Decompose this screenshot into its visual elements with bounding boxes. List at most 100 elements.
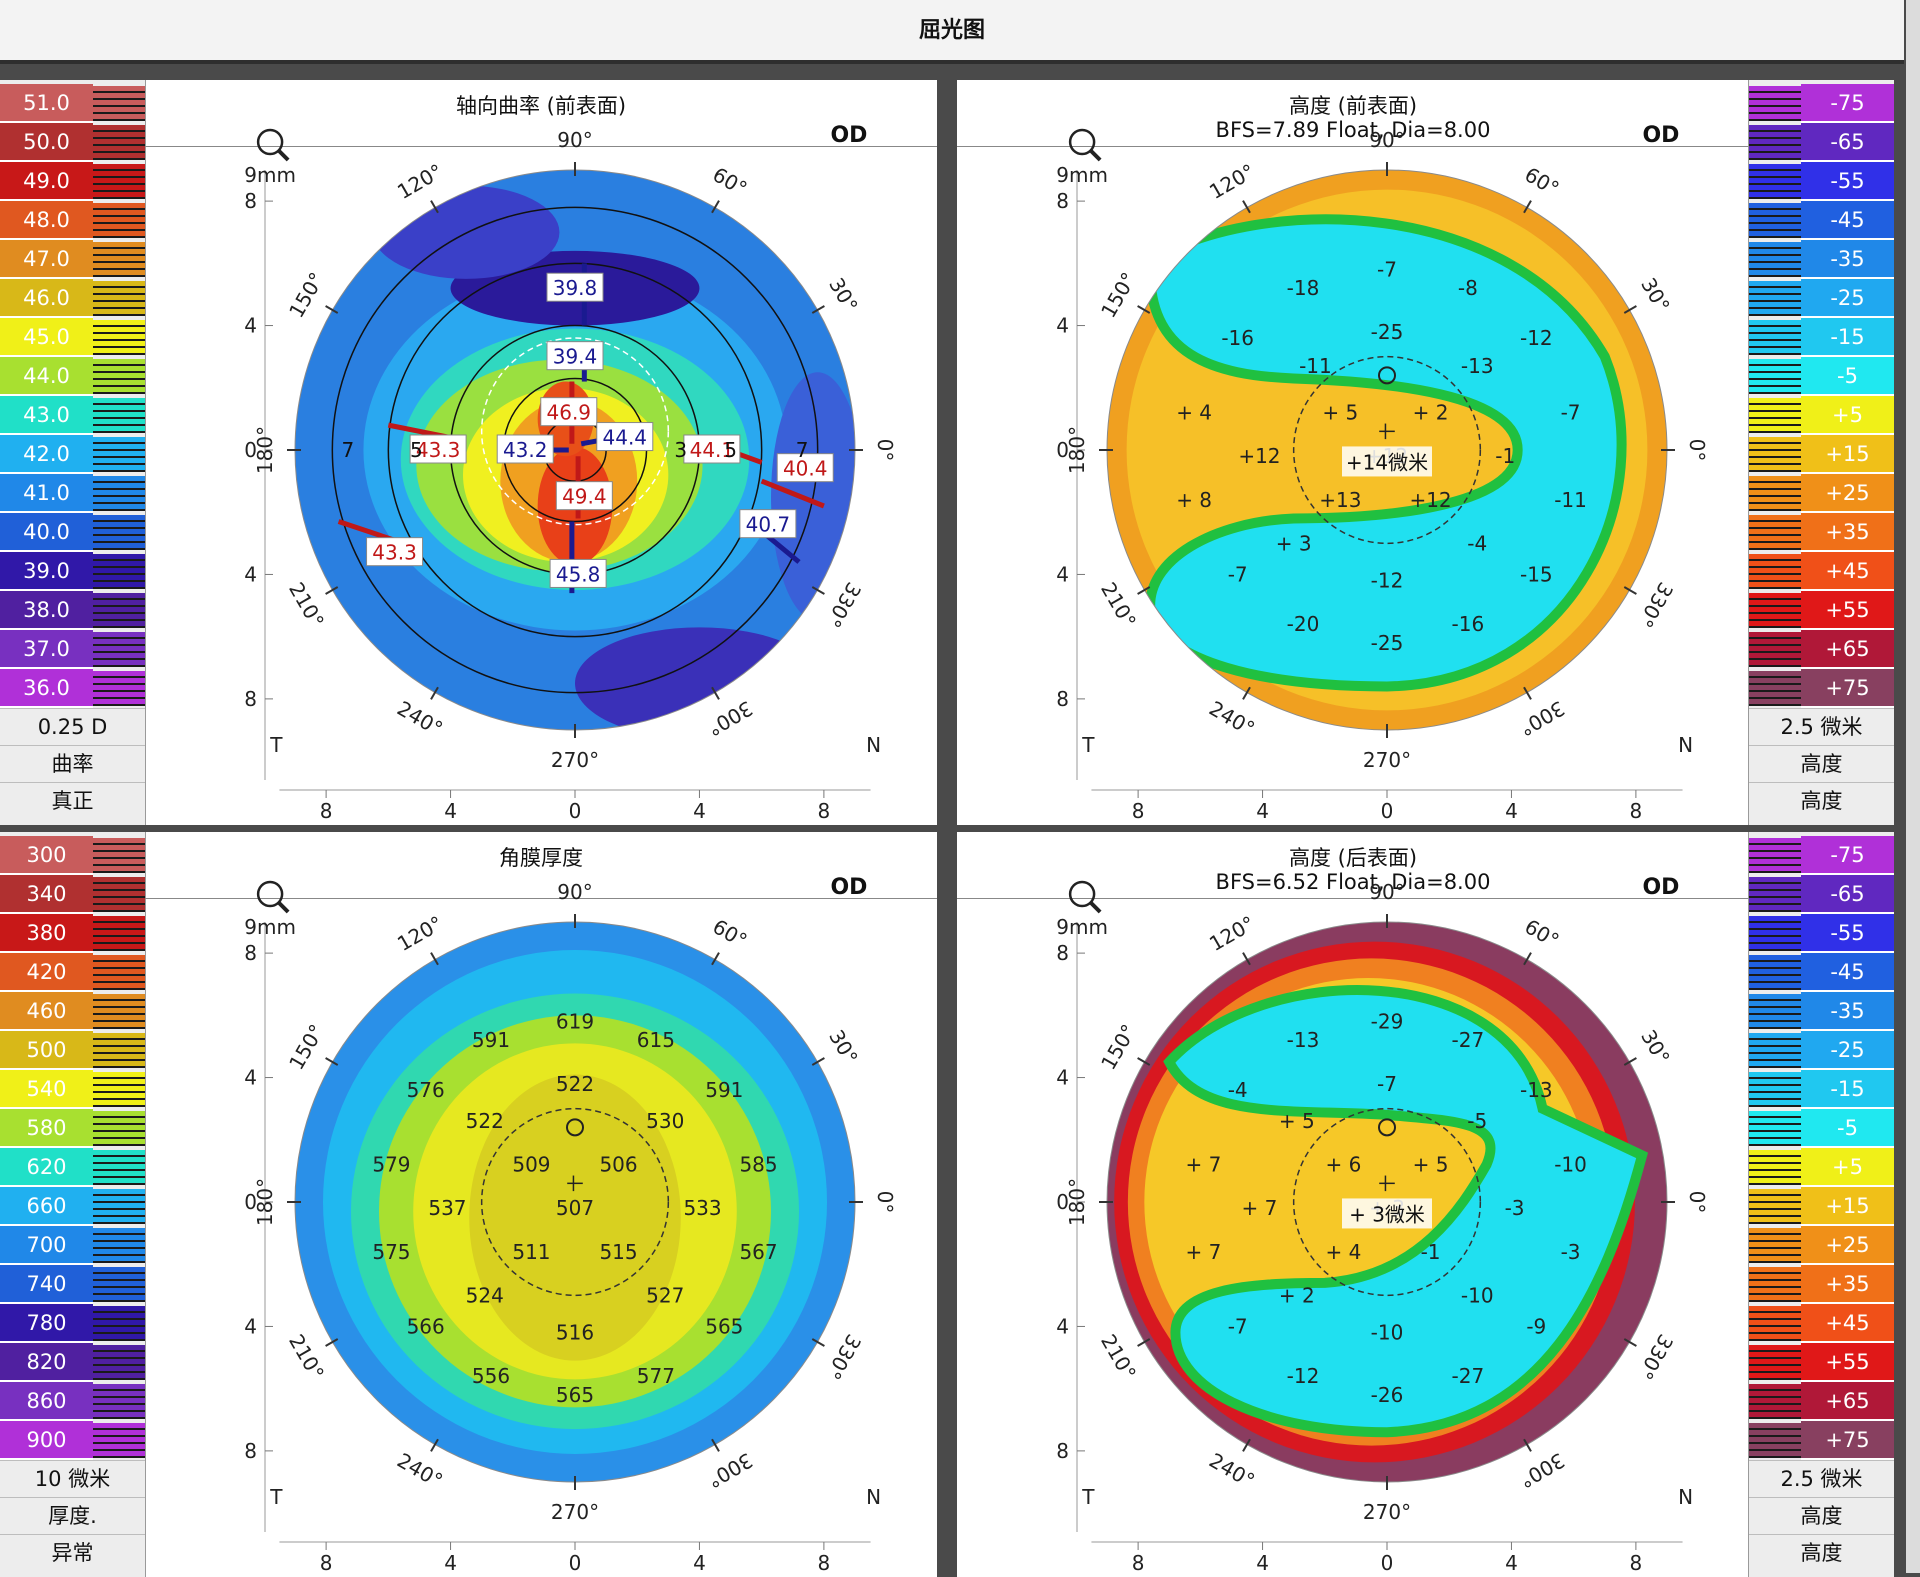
scale-entry[interactable]: 37.0 [0, 630, 145, 669]
posterior-elevation-map[interactable]: 8 4 0 4 8 8 4 0 4 8 90° 60° 30° 0° 330° 300° 270° 240° 210… [957, 832, 1749, 1577]
scale-entry[interactable]: +75 [1749, 669, 1894, 708]
map-value-label: 576 [407, 1078, 445, 1102]
scale-entry[interactable]: -25 [1749, 1031, 1894, 1070]
scale-entry[interactable]: 580 [0, 1109, 145, 1148]
scale-entry[interactable]: 660 [0, 1187, 145, 1226]
scale-entry[interactable]: 42.0 [0, 435, 145, 474]
scale-entry[interactable]: -25 [1749, 279, 1894, 318]
thickness-map[interactable]: 8 4 0 4 8 8 4 0 4 8 90° 60° 30° 0° 330° 300° 270° 240° 210… [145, 832, 937, 1577]
scale-entry[interactable]: -5 [1749, 1109, 1894, 1148]
curvature-map-area[interactable]: 轴向曲率 (前表面) 8 4 0 4 8 8 4 0 4 8 90° 60° 30° 0° 330° 300°… [145, 80, 937, 825]
scale-entry[interactable]: -55 [1749, 914, 1894, 953]
scale-entry[interactable]: -15 [1749, 318, 1894, 357]
scale-footer-0[interactable]: 2.5 微米 [1749, 708, 1894, 746]
scale-entry[interactable]: 620 [0, 1148, 145, 1187]
scale-entry[interactable]: -65 [1749, 123, 1894, 162]
scale-entry[interactable]: +45 [1749, 552, 1894, 591]
scale-entry[interactable]: 900 [0, 1421, 145, 1460]
angle-label: 30° [1636, 1026, 1675, 1069]
zoom-icon[interactable] [256, 880, 284, 908]
scale-entry[interactable]: -45 [1749, 953, 1894, 992]
scale-entry[interactable]: 45.0 [0, 318, 145, 357]
zoom-icon[interactable] [1068, 880, 1096, 908]
scale-entry[interactable]: 460 [0, 992, 145, 1031]
scale-entry[interactable]: +55 [1749, 1343, 1894, 1382]
title-divider [145, 898, 937, 899]
scale-entry[interactable]: -75 [1749, 84, 1894, 123]
scale-entry[interactable]: +25 [1749, 1226, 1894, 1265]
scale-footer-0[interactable]: 10 微米 [0, 1460, 145, 1498]
scale-entry[interactable]: 740 [0, 1265, 145, 1304]
scale-entry[interactable]: +65 [1749, 1382, 1894, 1421]
scale-entry[interactable]: -35 [1749, 240, 1894, 279]
scale-value: 540 [26, 1077, 67, 1101]
scale-entry[interactable]: +5 [1749, 396, 1894, 435]
scale-value: +15 [1825, 1194, 1870, 1218]
x-tick-label: 8 [818, 1551, 831, 1575]
scale-entry[interactable]: -45 [1749, 201, 1894, 240]
zoom-icon[interactable] [1068, 128, 1096, 156]
scale-entry[interactable]: 47.0 [0, 240, 145, 279]
scale-entry[interactable]: 48.0 [0, 201, 145, 240]
scale-entry[interactable]: 780 [0, 1304, 145, 1343]
thickness-color-scale[interactable]: 300 340 380 420 460 500 540 580 620 660 700 740 780 8… [0, 832, 146, 1577]
scale-entry[interactable]: +25 [1749, 474, 1894, 513]
scale-swatch: 48.0 [0, 201, 93, 240]
map-value-label: + 2 [1279, 1283, 1315, 1307]
scale-entry[interactable]: 46.0 [0, 279, 145, 318]
scale-entry[interactable]: -55 [1749, 162, 1894, 201]
scale-entry[interactable]: +35 [1749, 1265, 1894, 1304]
scale-entry[interactable]: -15 [1749, 1070, 1894, 1109]
curvature-color-scale[interactable]: 51.0 50.0 49.0 48.0 47.0 46.0 45.0 44.0 43.0 42.0… [0, 80, 146, 825]
scale-footer-0[interactable]: 2.5 微米 [1749, 1460, 1894, 1498]
curvature-topography-map[interactable]: 8 4 0 4 8 8 4 0 4 8 90° 60° 30° 0° 330° 300° 270° 240° 210… [145, 80, 937, 825]
scale-entry[interactable]: 700 [0, 1226, 145, 1265]
scale-entry[interactable]: 50.0 [0, 123, 145, 162]
scale-entry[interactable]: -75 [1749, 836, 1894, 875]
elevation-color-scale[interactable]: -75 -65 -55 -45 -35 -25 -15 -5 +5 +15 +25 +35 +45 +55… [1748, 832, 1894, 1577]
scale-entry[interactable]: 860 [0, 1382, 145, 1421]
scale-entry[interactable]: 380 [0, 914, 145, 953]
scale-entry[interactable]: 38.0 [0, 591, 145, 630]
scale-entry[interactable]: 420 [0, 953, 145, 992]
scale-swatch: +35 [1801, 513, 1894, 552]
thickness-map-area[interactable]: 角膜厚度 8 4 0 4 8 8 4 0 4 8 90° 60° 30° 0° 330° 300° 270° 24… [145, 832, 937, 1577]
scale-entry[interactable]: -5 [1749, 357, 1894, 396]
scale-entry[interactable]: -35 [1749, 992, 1894, 1031]
y-tick-label: 8 [1056, 941, 1069, 965]
angle-tick [1242, 952, 1251, 966]
scale-entry[interactable]: +15 [1749, 1187, 1894, 1226]
scale-entry[interactable]: 49.0 [0, 162, 145, 201]
map-value-label: -13 [1287, 1028, 1320, 1052]
scale-entry[interactable]: 43.0 [0, 396, 145, 435]
scale-entry[interactable]: 36.0 [0, 669, 145, 708]
scale-entry[interactable]: +45 [1749, 1304, 1894, 1343]
scale-entry[interactable]: 300 [0, 836, 145, 875]
scale-swatch: 300 [0, 836, 93, 875]
scale-entry[interactable]: 340 [0, 875, 145, 914]
scale-entry[interactable]: 500 [0, 1031, 145, 1070]
scale-entry[interactable]: 540 [0, 1070, 145, 1109]
scale-entry[interactable]: +75 [1749, 1421, 1894, 1460]
meridian-value-box [540, 397, 598, 427]
scale-entry[interactable]: +15 [1749, 435, 1894, 474]
scale-entry[interactable]: 51.0 [0, 84, 145, 123]
scale-swatch: +75 [1801, 1421, 1894, 1460]
scale-entry[interactable]: 39.0 [0, 552, 145, 591]
scale-entry[interactable]: +5 [1749, 1148, 1894, 1187]
elevation-color-scale[interactable]: -75 -65 -55 -45 -35 -25 -15 -5 +5 +15 +25 +35 +45 +55… [1748, 80, 1894, 825]
scale-entry[interactable]: -65 [1749, 875, 1894, 914]
angle-label: 30° [824, 1026, 863, 1069]
scale-entry[interactable]: 41.0 [0, 474, 145, 513]
scale-entry[interactable]: +55 [1749, 591, 1894, 630]
scale-entry[interactable]: +65 [1749, 630, 1894, 669]
scale-entry[interactable]: 40.0 [0, 513, 145, 552]
scale-entry[interactable]: 820 [0, 1343, 145, 1382]
scale-entry[interactable]: +35 [1749, 513, 1894, 552]
zoom-icon[interactable] [256, 128, 284, 156]
scale-footer-0[interactable]: 0.25 D [0, 708, 145, 746]
anterior-elevation-map[interactable]: 8 4 0 4 8 8 4 0 4 8 90° 60° 30° 0° 330° 300° 270° 240° 210… [957, 80, 1749, 825]
scale-entry[interactable]: 44.0 [0, 357, 145, 396]
